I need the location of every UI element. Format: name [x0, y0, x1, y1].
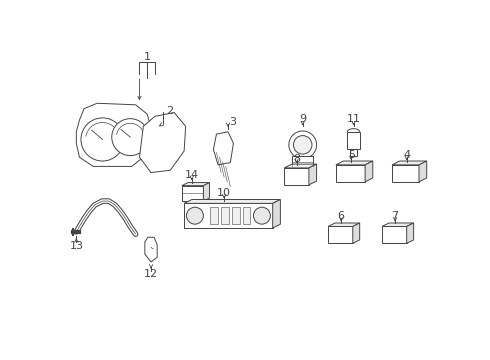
Polygon shape — [328, 226, 353, 243]
Text: 2: 2 — [167, 106, 173, 116]
Bar — [210, 207, 218, 224]
Bar — [347, 132, 360, 149]
Bar — [350, 149, 357, 156]
Polygon shape — [203, 183, 210, 201]
Bar — [232, 207, 240, 224]
Polygon shape — [184, 199, 280, 203]
Circle shape — [294, 136, 312, 154]
Bar — [292, 156, 314, 166]
Polygon shape — [76, 103, 151, 166]
Text: 6: 6 — [338, 211, 345, 221]
Circle shape — [81, 118, 124, 161]
Polygon shape — [184, 203, 273, 228]
Polygon shape — [284, 168, 309, 185]
Polygon shape — [336, 161, 373, 165]
Text: 1: 1 — [144, 52, 151, 62]
Circle shape — [112, 119, 149, 156]
Text: 5: 5 — [348, 150, 355, 160]
Polygon shape — [336, 165, 365, 182]
Text: 12: 12 — [144, 269, 158, 279]
Circle shape — [253, 207, 270, 224]
Text: 4: 4 — [403, 150, 410, 160]
Polygon shape — [382, 226, 407, 243]
Polygon shape — [419, 161, 427, 182]
Text: 7: 7 — [392, 211, 399, 221]
Polygon shape — [182, 186, 203, 201]
Ellipse shape — [347, 129, 360, 135]
Polygon shape — [353, 223, 360, 243]
Text: 10: 10 — [217, 188, 231, 198]
Text: 13: 13 — [70, 241, 83, 251]
Circle shape — [289, 131, 317, 159]
Text: 3: 3 — [229, 117, 236, 127]
Text: 11: 11 — [346, 114, 361, 125]
Polygon shape — [328, 223, 360, 226]
Text: 14: 14 — [185, 170, 199, 180]
Polygon shape — [407, 223, 414, 243]
Circle shape — [186, 207, 203, 224]
Polygon shape — [145, 237, 157, 262]
Polygon shape — [182, 183, 210, 186]
Polygon shape — [273, 199, 280, 228]
Polygon shape — [392, 165, 419, 182]
Bar — [221, 207, 229, 224]
Polygon shape — [309, 164, 317, 185]
Polygon shape — [392, 161, 427, 165]
Polygon shape — [382, 223, 414, 226]
Polygon shape — [140, 112, 186, 172]
Bar — [243, 207, 250, 224]
Text: 8: 8 — [293, 154, 300, 164]
Polygon shape — [214, 132, 233, 165]
Text: 9: 9 — [299, 114, 306, 125]
Polygon shape — [284, 164, 317, 168]
Polygon shape — [365, 161, 373, 182]
